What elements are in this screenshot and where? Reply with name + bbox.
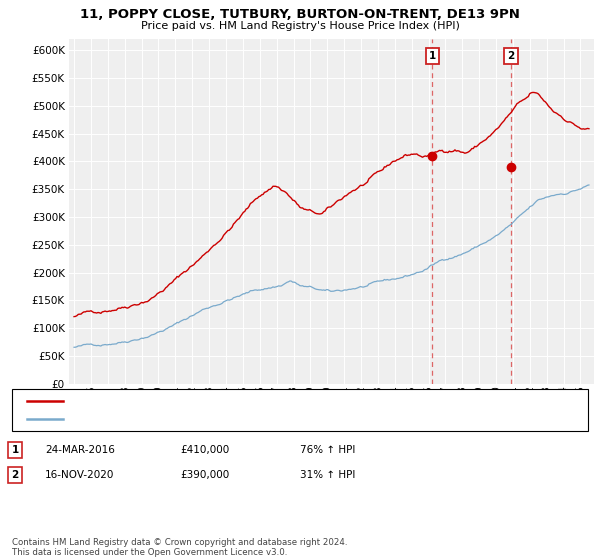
Text: Price paid vs. HM Land Registry's House Price Index (HPI): Price paid vs. HM Land Registry's House …	[140, 21, 460, 31]
Text: 1: 1	[428, 51, 436, 61]
Text: £410,000: £410,000	[180, 445, 229, 455]
Text: Contains HM Land Registry data © Crown copyright and database right 2024.
This d: Contains HM Land Registry data © Crown c…	[12, 538, 347, 557]
Text: 1: 1	[11, 445, 19, 455]
Text: 31% ↑ HPI: 31% ↑ HPI	[300, 470, 355, 480]
Text: 11, POPPY CLOSE, TUTBURY, BURTON-ON-TRENT, DE13 9PN (detached house): 11, POPPY CLOSE, TUTBURY, BURTON-ON-TREN…	[69, 396, 456, 406]
Text: 11, POPPY CLOSE, TUTBURY, BURTON-ON-TRENT, DE13 9PN: 11, POPPY CLOSE, TUTBURY, BURTON-ON-TREN…	[80, 8, 520, 21]
Text: 24-MAR-2016: 24-MAR-2016	[45, 445, 115, 455]
Text: 76% ↑ HPI: 76% ↑ HPI	[300, 445, 355, 455]
Text: 16-NOV-2020: 16-NOV-2020	[45, 470, 115, 480]
Text: HPI: Average price, detached house, East Staffordshire: HPI: Average price, detached house, East…	[69, 414, 343, 424]
Text: 2: 2	[11, 470, 19, 480]
Text: £390,000: £390,000	[180, 470, 229, 480]
Text: 2: 2	[508, 51, 515, 61]
